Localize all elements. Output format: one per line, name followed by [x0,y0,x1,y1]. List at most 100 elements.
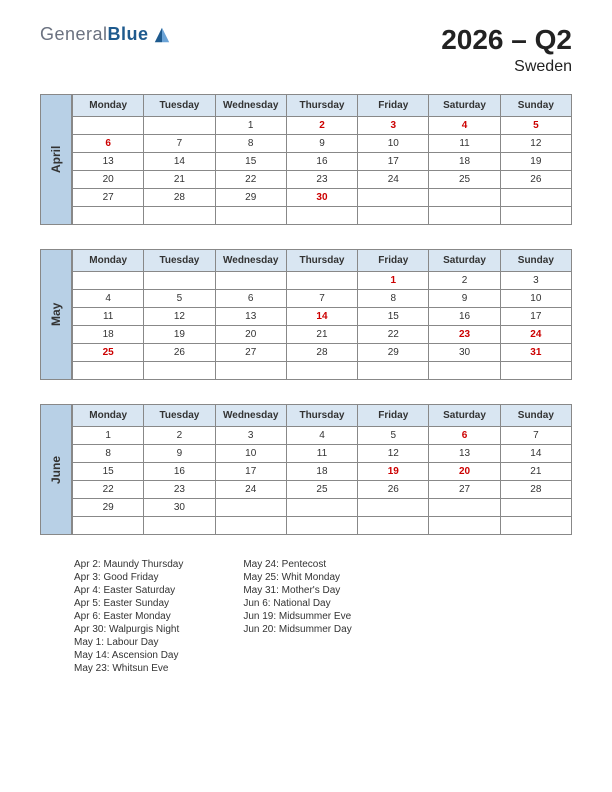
calendar-row [73,207,572,225]
calendar-cell: 11 [286,445,357,463]
calendar-cell: 23 [429,326,500,344]
calendar-cell: 19 [144,326,215,344]
calendar-row: 18192021222324 [73,326,572,344]
calendar-cell: 8 [73,445,144,463]
calendar-cell [73,272,144,290]
holiday-item: Apr 6: Easter Monday [74,611,183,622]
calendar-cell [429,517,500,535]
logo-word-2: Blue [108,24,149,44]
calendar-cell [73,517,144,535]
calendar-cell: 20 [73,171,144,189]
calendar-cell: 3 [215,427,286,445]
calendar-cell [73,207,144,225]
day-header: Thursday [286,95,357,117]
calendar-cell: 9 [286,135,357,153]
logo: GeneralBlue [40,24,171,45]
calendar-cell: 1 [358,272,429,290]
calendar-cell: 15 [73,463,144,481]
calendar-grid: MondayTuesdayWednesdayThursdayFridaySatu… [72,404,572,535]
calendar-cell: 21 [500,463,571,481]
calendar-cell: 10 [358,135,429,153]
calendar-cell: 12 [358,445,429,463]
day-header: Sunday [500,250,571,272]
calendar-cell: 30 [429,344,500,362]
header: GeneralBlue 2026 – Q2 Sweden [40,24,572,76]
day-header: Friday [358,405,429,427]
calendar-cell: 21 [144,171,215,189]
day-header: Wednesday [215,405,286,427]
page-title: 2026 – Q2 [441,24,572,56]
day-header: Saturday [429,405,500,427]
calendar-cell [358,517,429,535]
calendar-cell: 27 [215,344,286,362]
holiday-item: Jun 6: National Day [243,598,351,609]
calendar-cell: 24 [215,481,286,499]
calendar-row: 12345 [73,117,572,135]
calendar-cell: 26 [144,344,215,362]
calendar-cell [215,499,286,517]
calendar-cell: 15 [215,153,286,171]
calendar-cell: 25 [286,481,357,499]
calendar-cell: 18 [429,153,500,171]
calendar-cell [144,362,215,380]
calendar-cell [286,362,357,380]
calendar-cell: 2 [429,272,500,290]
calendar-cell: 19 [358,463,429,481]
calendar-cell: 29 [215,189,286,207]
month-tab: April [40,94,72,225]
calendar-cell [429,362,500,380]
calendar-cell [500,517,571,535]
calendar-cell: 9 [429,290,500,308]
calendar-cell: 6 [215,290,286,308]
calendar-cell [144,117,215,135]
logo-triangle-icon [153,26,171,44]
day-header: Monday [73,95,144,117]
holiday-item: May 23: Whitsun Eve [74,663,183,674]
calendar-cell [73,117,144,135]
calendar-cell [429,499,500,517]
calendar-row: 11121314151617 [73,308,572,326]
calendar-cell: 7 [500,427,571,445]
calendar-cell [358,207,429,225]
day-header: Saturday [429,95,500,117]
calendar-cell: 24 [500,326,571,344]
calendar-cell [286,517,357,535]
calendar-cell: 30 [144,499,215,517]
day-header: Sunday [500,405,571,427]
holiday-item: Jun 20: Midsummer Day [243,624,351,635]
calendar-may: MayMondayTuesdayWednesdayThursdayFridayS… [40,249,572,380]
holiday-col-left: Apr 2: Maundy ThursdayApr 3: Good Friday… [74,559,183,674]
calendar-cell [215,272,286,290]
calendar-cell [500,362,571,380]
holiday-item: Apr 4: Easter Saturday [74,585,183,596]
calendar-cell: 20 [429,463,500,481]
calendar-cell: 28 [144,189,215,207]
calendar-row: 15161718192021 [73,463,572,481]
day-header: Saturday [429,250,500,272]
calendar-cell: 4 [73,290,144,308]
calendar-cell: 25 [429,171,500,189]
calendar-cell: 13 [215,308,286,326]
calendar-cell: 22 [73,481,144,499]
holiday-list: Apr 2: Maundy ThursdayApr 3: Good Friday… [40,559,572,674]
calendar-cell: 2 [286,117,357,135]
calendar-cell: 12 [144,308,215,326]
calendar-cell: 6 [429,427,500,445]
day-header: Wednesday [215,250,286,272]
day-header: Friday [358,95,429,117]
day-header: Tuesday [144,405,215,427]
calendars-container: AprilMondayTuesdayWednesdayThursdayFrida… [40,94,572,535]
calendar-cell [500,189,571,207]
calendar-cell: 25 [73,344,144,362]
calendar-cell: 16 [429,308,500,326]
calendar-grid: MondayTuesdayWednesdayThursdayFridaySatu… [72,249,572,380]
month-tab: June [40,404,72,535]
calendar-row: 2930 [73,499,572,517]
calendar-row: 27282930 [73,189,572,207]
calendar-cell: 29 [358,344,429,362]
calendar-cell: 18 [286,463,357,481]
calendar-cell [215,207,286,225]
calendar-cell: 14 [144,153,215,171]
calendar-cell: 7 [144,135,215,153]
holiday-col-right: May 24: PentecostMay 25: Whit MondayMay … [243,559,351,674]
